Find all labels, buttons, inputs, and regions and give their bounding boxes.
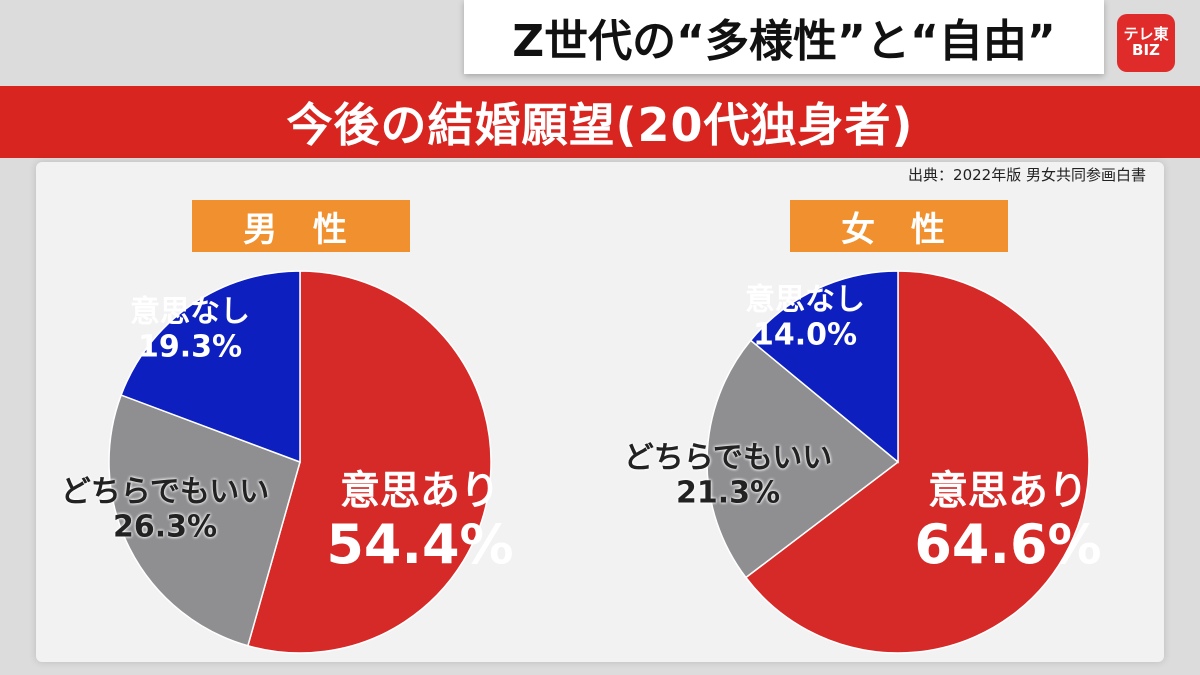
slice-percent: 19.3% <box>137 329 243 364</box>
banner-title: 今後の結婚願望(20代独身者) <box>286 98 914 152</box>
label-male-either: どちらでもいい 26.3% <box>60 474 270 545</box>
label-male-no-intention: 意思なし 19.3% <box>130 294 250 365</box>
source-note: 出典：2022年版 男女共同参画白書 <box>908 166 1146 184</box>
pie-chart-male <box>108 270 492 654</box>
label-female-either: どちらでもいい 21.3% <box>623 440 833 511</box>
slice-name: 意思あり <box>340 467 500 514</box>
label-female-intention: 意思あり 64.6% <box>914 468 1101 576</box>
pie-slice-intention <box>246 270 492 654</box>
slice-percent: 64.6% <box>914 512 1102 576</box>
slice-percent: 26.3% <box>112 509 218 544</box>
pie-slice-either <box>706 339 900 579</box>
pie-slice-intention <box>744 270 1090 654</box>
title-banner: 今後の結婚願望(20代独身者) <box>0 86 1200 158</box>
chart-title-female: 女 性 <box>790 200 1008 252</box>
slice-name: 意思あり <box>928 467 1088 514</box>
slice-name: 意思なし <box>745 282 865 318</box>
logo-text-top: テレ東 <box>1123 25 1169 44</box>
slice-name: どちらでもいい <box>60 474 270 510</box>
pie-chart-female <box>706 270 1090 654</box>
pie-slice-no-intention <box>749 270 899 464</box>
pie-slice-no-intention <box>120 270 301 464</box>
logo-text-bottom: BIZ <box>1132 41 1160 59</box>
program-title: Z世代の“多様性”と“自由” <box>512 16 1056 67</box>
chart-title-male: 男 性 <box>192 200 410 252</box>
slice-name: 意思なし <box>130 294 250 330</box>
slice-percent: 21.3% <box>675 475 781 510</box>
slice-percent: 54.4% <box>326 512 514 576</box>
label-female-no-intention: 意思なし 14.0% <box>745 282 865 353</box>
channel-logo: テレ東 BIZ <box>1117 14 1175 72</box>
slice-name: どちらでもいい <box>623 440 833 476</box>
slice-percent: 14.0% <box>752 317 858 352</box>
label-male-intention: 意思あり 54.4% <box>326 468 513 576</box>
program-title-bar: Z世代の“多様性”と“自由” <box>464 0 1104 74</box>
pie-slice-either <box>108 394 301 647</box>
